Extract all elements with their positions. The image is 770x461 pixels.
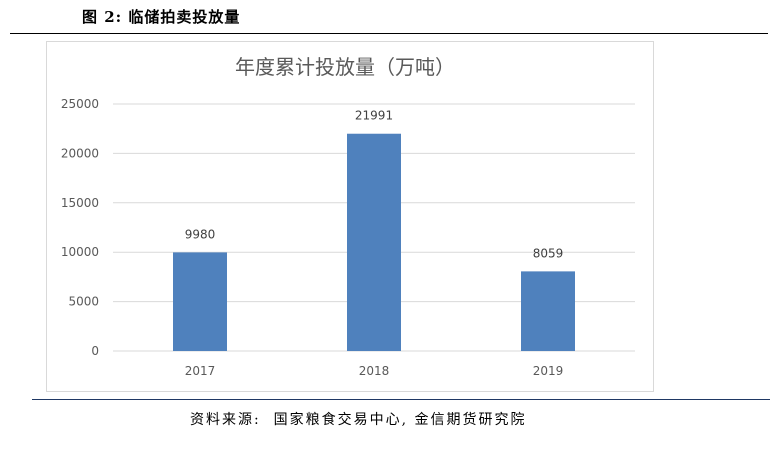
y-tick-label: 10000	[61, 245, 99, 259]
chart-title: 年度累计投放量（万吨）	[235, 55, 455, 79]
bar	[521, 271, 575, 351]
x-tick-label: 2018	[359, 364, 390, 378]
y-tick-label: 15000	[61, 196, 99, 210]
y-tick-label: 20000	[61, 146, 99, 160]
x-tick-label: 2017	[185, 364, 216, 378]
bar	[347, 133, 401, 351]
top-divider	[10, 33, 768, 34]
y-tick-label: 5000	[68, 295, 99, 309]
bar	[173, 252, 227, 351]
y-tick-label: 25000	[61, 97, 99, 111]
bottom-divider	[32, 399, 770, 400]
x-tick-label: 2019	[533, 364, 564, 378]
source-note: 资料来源: 国家粮食交易中心, 金信期货研究院	[190, 412, 527, 428]
y-tick-label: 0	[91, 344, 99, 358]
chart-container: 年度累计投放量（万吨） 0 5000 10000 15000 20000 25000 998…	[46, 41, 654, 392]
bar-chart: 年度累计投放量（万吨） 0 5000 10000 15000 20000 25000 998…	[61, 55, 635, 378]
data-label: 21991	[355, 109, 393, 123]
data-label: 9980	[185, 227, 216, 241]
data-label: 8059	[533, 246, 564, 260]
figure-title: 图 2: 临储拍卖投放量	[82, 8, 241, 26]
